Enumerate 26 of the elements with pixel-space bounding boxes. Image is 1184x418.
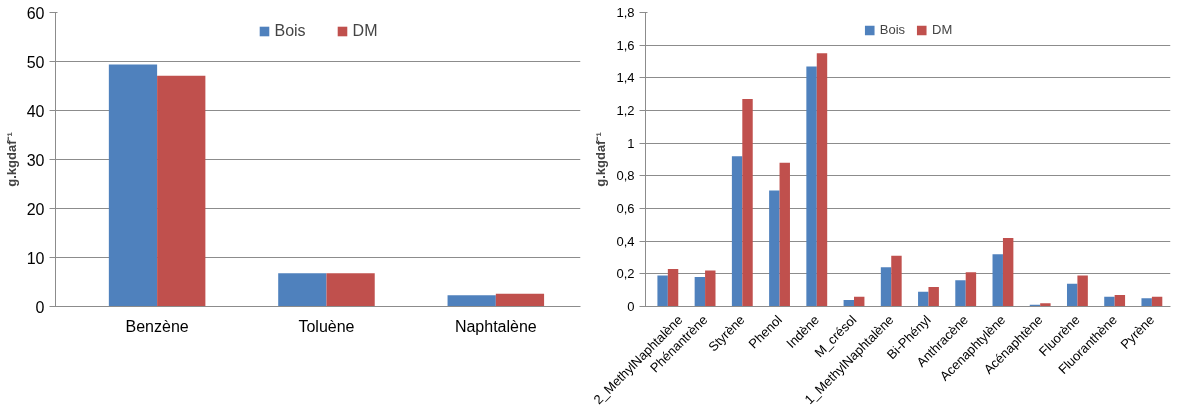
y-tick-label: 0,6 bbox=[616, 201, 635, 216]
y-tick-label: 0,2 bbox=[616, 266, 635, 282]
y-tick-label: 1,4 bbox=[616, 70, 635, 86]
y-tick-label: 20 bbox=[26, 200, 45, 218]
legend-label: Bois bbox=[879, 22, 906, 37]
y-tick-label: 60 bbox=[26, 4, 45, 22]
legend-label: Bois bbox=[274, 22, 306, 40]
y-axis-title: g.kgdaf⁻¹ bbox=[3, 132, 19, 187]
y-tick-label: 1 bbox=[627, 135, 635, 151]
y-tick-label: 1,2 bbox=[616, 103, 635, 118]
y-tick-label: 1,6 bbox=[616, 37, 635, 53]
y-tick-label: 10 bbox=[26, 249, 45, 267]
legend-label: DM bbox=[932, 22, 953, 37]
x-tick-label: Toluène bbox=[298, 317, 355, 335]
y-tick-label: 0 bbox=[627, 299, 635, 314]
legend-label: DM bbox=[352, 22, 378, 40]
y-tick-label: 40 bbox=[26, 102, 45, 120]
y-axis-title: g.kgdaf⁻¹ bbox=[593, 132, 609, 187]
y-tick-label: 0 bbox=[35, 298, 45, 316]
y-tick-label: 0,4 bbox=[616, 233, 635, 249]
y-tick-label: 50 bbox=[26, 53, 45, 71]
y-tick-label: 0,8 bbox=[616, 168, 635, 184]
x-tick-label: Naphtalène bbox=[454, 317, 537, 335]
y-tick-label: 1,8 bbox=[616, 5, 635, 20]
x-tick-label: Benzène bbox=[125, 317, 189, 335]
y-tick-label: 30 bbox=[26, 151, 45, 169]
